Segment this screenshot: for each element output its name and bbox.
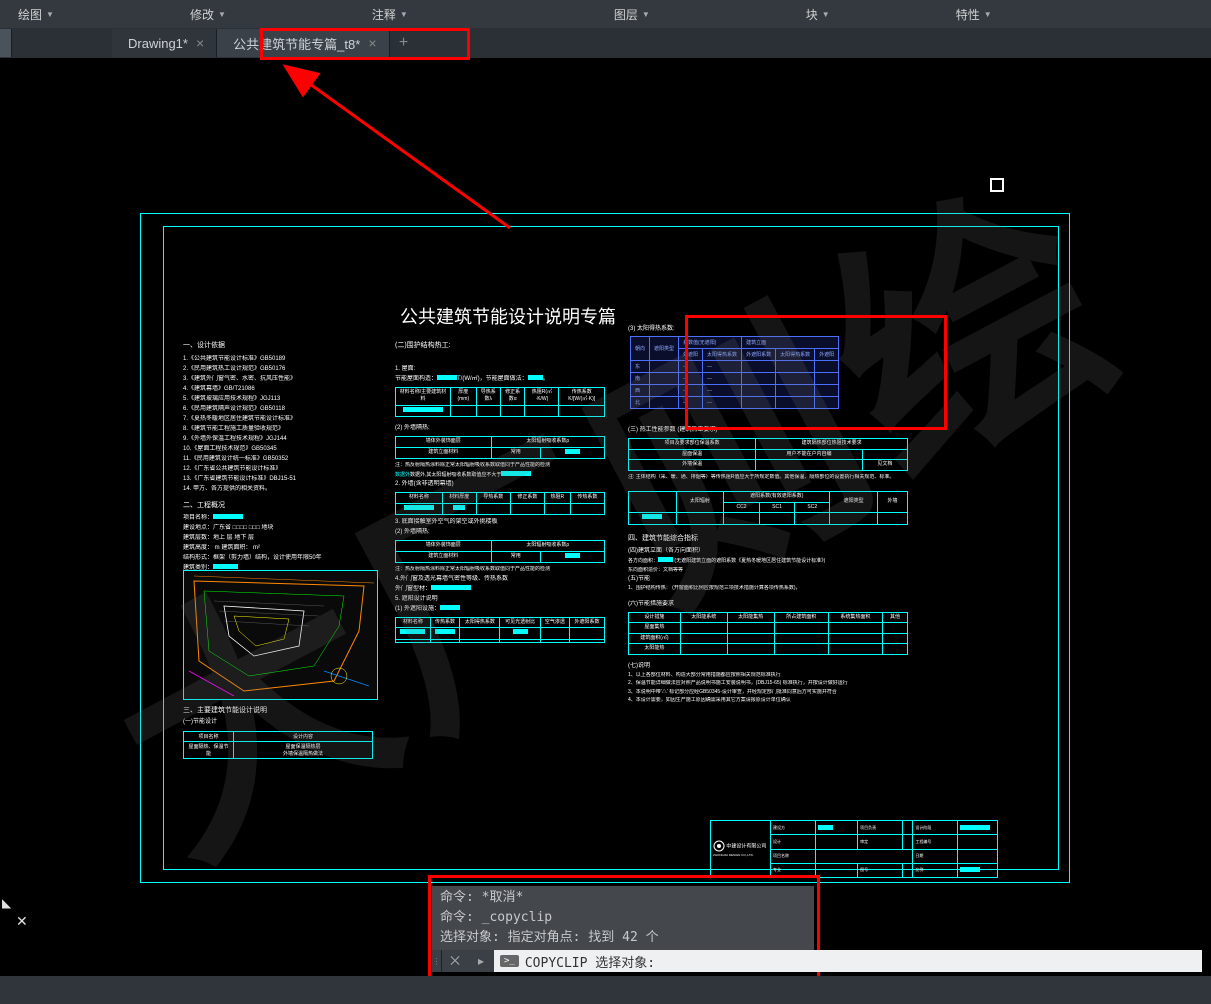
- tab-handle[interactable]: [0, 29, 12, 57]
- status-bar: [0, 976, 1211, 1004]
- chevron-down-icon: ▼: [984, 10, 992, 19]
- heading: 三、主要建筑节能设计说明: [183, 705, 267, 715]
- viewport-marker: [990, 178, 1004, 192]
- tabbar: Drawing1* × 公共建筑节能专篇_t8* × +: [0, 28, 1211, 58]
- heading: (3) 太阳得热系数:: [628, 323, 675, 332]
- menu-modify[interactable]: 修改▼: [172, 6, 244, 23]
- command-input-row: ⋮ ⨉ ▸ >_ COPYCLIP 选择对象:: [432, 950, 1202, 972]
- command-customize-icon[interactable]: ⨉: [442, 950, 468, 972]
- heading: 二、工程概况: [183, 501, 373, 512]
- close-icon[interactable]: ×: [368, 35, 376, 51]
- command-input[interactable]: >_ COPYCLIP 选择对象:: [494, 950, 1202, 972]
- selected-table[interactable]: 朝向 遮阳类型 系数值(无遮阳) 建筑立面 外遮阳 太阳得热系数 外遮阳系数 太…: [630, 336, 839, 409]
- content-column-3: (三) 热工性能参数 (建筑热工要求) 项目及要求部位保温系数建筑隔热部位热阻技…: [628, 426, 928, 706]
- table-wall-heat2: 墙体外装饰面层太阳辐射吸收系数ρ 建筑立面材料常用: [395, 540, 605, 563]
- drawing-canvas[interactable]: 公共建筑节能设计说明专篇 一、设计依据 1.《公共建筑节能设计标准》GB5018…: [0, 58, 1211, 972]
- table-thermal: 项目及要求部位保温系数建筑隔热部位热阻技术要求 屋面保温用户不能在户内自编 外墙…: [628, 438, 908, 471]
- command-drag-handle[interactable]: ⋮: [432, 950, 442, 972]
- tab-drawing1[interactable]: Drawing1* ×: [112, 29, 217, 57]
- heading: 一、设计依据: [183, 341, 373, 352]
- table-roof: 材料名称/主要建筑材料厚度(mm) 导热系数λ修正系数α 热阻R(㎡·K/W)传…: [395, 387, 605, 418]
- ucs-icon: ◣: [2, 896, 11, 910]
- chevron-down-icon: ▼: [822, 10, 830, 19]
- cursor-indicator: ✕: [16, 913, 28, 930]
- table-wall: 材料名称材料厚度 导热系数修正系数 热阻R传热系数: [395, 492, 605, 515]
- command-history: 命令: *取消* 命令: _copyclip 选择对象: 指定对角点: 找到 4…: [432, 886, 814, 950]
- menu-layer[interactable]: 图层▼: [596, 6, 668, 23]
- menubar: 绘图▼ 修改▼ 注释▼ 图层▼ 块▼ 特性▼: [0, 0, 1211, 28]
- content-column-1: 一、设计依据 1.《公共建筑节能设计标准》GB50189 2.《民用建筑热工设计…: [183, 341, 373, 574]
- tab-add-button[interactable]: +: [390, 29, 418, 57]
- table-wall-heat: 墙体外装饰面层太阳辐射吸收系数ρ 建筑立面材料常用: [395, 436, 605, 459]
- tab-label: Drawing1*: [128, 36, 188, 51]
- chevron-down-icon: ▼: [46, 10, 54, 19]
- chevron-down-icon: ▼: [218, 10, 226, 19]
- tab-label: 公共建筑节能专篇_t8*: [233, 34, 360, 53]
- terminal-icon: >_: [500, 955, 519, 967]
- table-window: 材料名称传热系数 太阳得热系数可见光透射比 空气渗透外遮阳系数: [395, 617, 605, 643]
- command-recent-icon[interactable]: ▸: [468, 950, 494, 972]
- menu-annotate[interactable]: 注释▼: [354, 6, 426, 23]
- command-history-line: 命令: _copyclip: [440, 908, 806, 928]
- menu-props[interactable]: 特性▼: [938, 6, 1010, 23]
- content-column-2: (二)围护结构热工: 1. 屋面: 节能屋面构造：T/(W/㎡)，节能屋面做法：…: [395, 341, 605, 646]
- menu-draw[interactable]: 绘图▼: [0, 6, 72, 23]
- command-history-line: 命令: *取消*: [440, 888, 806, 908]
- tab-document[interactable]: 公共建筑节能专篇_t8* ×: [217, 29, 389, 57]
- close-icon[interactable]: ×: [196, 35, 204, 51]
- chevron-down-icon: ▼: [642, 10, 650, 19]
- table-section3: 项目名称设计内容 屋面隔热、保温节能屋面保温隔热层外墙保温隔热做法: [183, 731, 373, 759]
- site-plan-thumbnail: [183, 570, 378, 700]
- document-title: 公共建筑节能设计说明专篇: [400, 303, 616, 329]
- command-history-line: 选择对象: 指定对角点: 找到 42 个: [440, 928, 806, 948]
- title-block: 中建设计有限公司 ZHONGJIA DESIGN CO.,LTD. 建设方 项目…: [710, 820, 998, 878]
- chevron-down-icon: ▼: [400, 10, 408, 19]
- command-text: COPYCLIP 选择对象:: [525, 952, 655, 971]
- menu-block[interactable]: 块▼: [788, 6, 848, 23]
- table-measures: 设计措施太阳能系统 太阳能集热所占建筑面积 系统集热面积其他 屋面集热 建筑面积…: [628, 612, 908, 655]
- table-shading: 太阳辐射 遮阳系数(有效遮阳系数) 遮阳类型 外墙 CC2SC1SC2: [628, 491, 908, 525]
